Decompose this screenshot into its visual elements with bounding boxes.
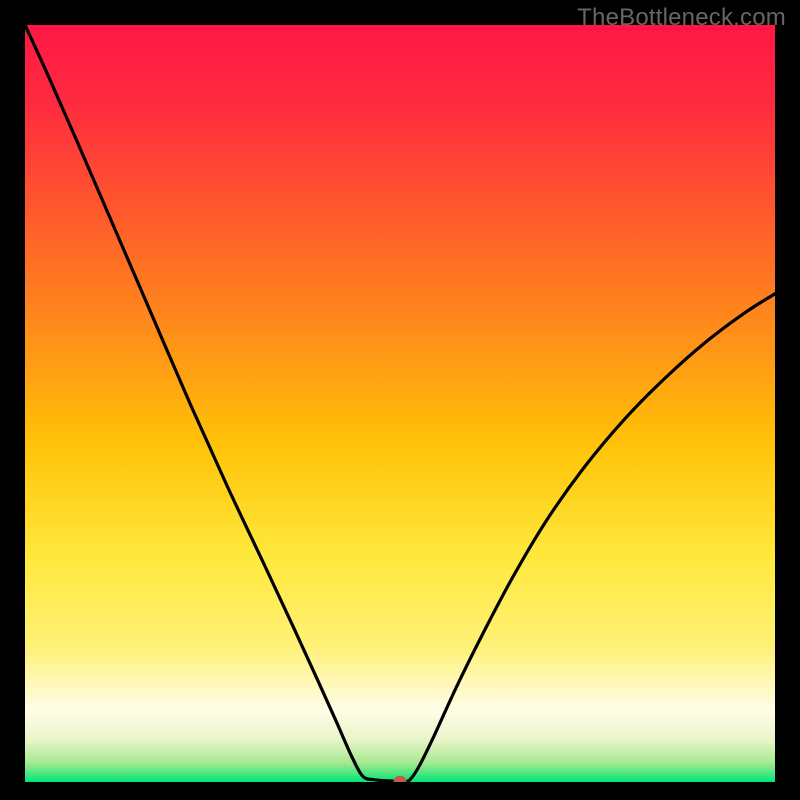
optimal-point-marker	[394, 776, 407, 782]
watermark-text: TheBottleneck.com	[577, 4, 786, 32]
plot-area	[25, 25, 775, 782]
bottleneck-curve	[25, 25, 775, 782]
chart-frame: TheBottleneck.com	[0, 0, 800, 800]
